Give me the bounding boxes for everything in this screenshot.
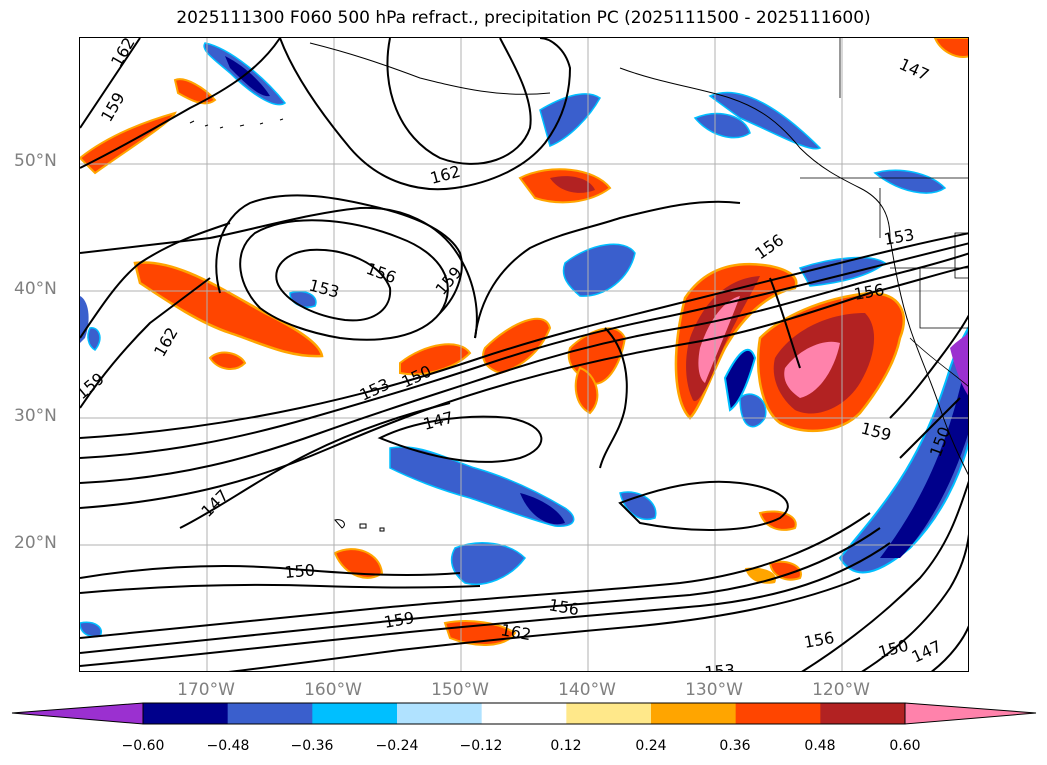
lat-label-20n: 20°N xyxy=(14,533,57,553)
colorbar-segment xyxy=(735,703,821,724)
colorbar-tick: 0.48 xyxy=(804,738,836,754)
coastlines xyxy=(189,38,968,532)
lat-label-40n: 40°N xyxy=(14,279,57,299)
contour-label: 150 xyxy=(284,560,316,582)
contour-label: 156 xyxy=(751,230,787,263)
lat-label-50n: 50°N xyxy=(14,151,57,171)
colorbar-extend-low xyxy=(12,703,143,724)
lon-label-170w: 170°W xyxy=(177,680,235,700)
colorbar-segment xyxy=(481,703,567,724)
lon-label-140w: 140°W xyxy=(558,680,616,700)
contour-label: 156 xyxy=(364,259,399,287)
colorbar-tick: −0.24 xyxy=(375,738,419,754)
colorbar-tick: 0.24 xyxy=(635,738,667,754)
colorbar-tick: 0.36 xyxy=(719,738,751,754)
colorbar-tick: −0.48 xyxy=(206,738,250,754)
colorbar-segment xyxy=(820,703,906,724)
contour-label: 159 xyxy=(382,608,415,632)
map-panel: 162 159 162 153 156 159 162 159 150 153 … xyxy=(79,37,969,672)
colorbar-segment xyxy=(651,703,737,724)
colorbar-segment xyxy=(143,703,229,724)
contour-label: 153 xyxy=(704,660,736,672)
map-canvas: 162 159 162 153 156 159 162 159 150 153 … xyxy=(80,38,968,672)
colorbar-tick: −0.36 xyxy=(290,738,334,754)
colorbar-tick: −0.60 xyxy=(121,738,165,754)
colorbar-extend-high xyxy=(905,703,1036,724)
colorbar-segment xyxy=(227,703,313,724)
colorbar-tick: 0.12 xyxy=(550,738,582,754)
contour-label: 162 xyxy=(107,38,139,70)
contour-label: 150 xyxy=(876,636,910,662)
contour-label: 147 xyxy=(909,636,945,666)
colorbar-segment xyxy=(397,703,483,724)
lon-label-120w: 120°W xyxy=(812,680,870,700)
contour-label: 162 xyxy=(150,324,182,360)
lon-label-160w: 160°W xyxy=(304,680,362,700)
contour-label: 159 xyxy=(859,419,893,445)
contour-label: 156 xyxy=(547,595,580,619)
contour-label: 147 xyxy=(421,408,455,434)
map-title: 2025111300 F060 500 hPa refract., precip… xyxy=(176,8,871,28)
colorbar-segment xyxy=(566,703,652,724)
lon-label-150w: 150°W xyxy=(431,680,489,700)
colorbar xyxy=(11,702,1037,725)
colorbar-segment xyxy=(312,703,398,724)
graticule xyxy=(80,38,968,671)
contour-label: 147 xyxy=(896,54,932,84)
lon-label-130w: 130°W xyxy=(685,680,743,700)
colorbar-tick: −0.12 xyxy=(459,738,503,754)
contour-label: 162 xyxy=(428,162,462,188)
contour-label: 156 xyxy=(802,628,835,652)
contour-lines xyxy=(80,38,968,671)
lat-label-30n: 30°N xyxy=(14,406,57,426)
colorbar-tick: 0.60 xyxy=(889,738,921,754)
